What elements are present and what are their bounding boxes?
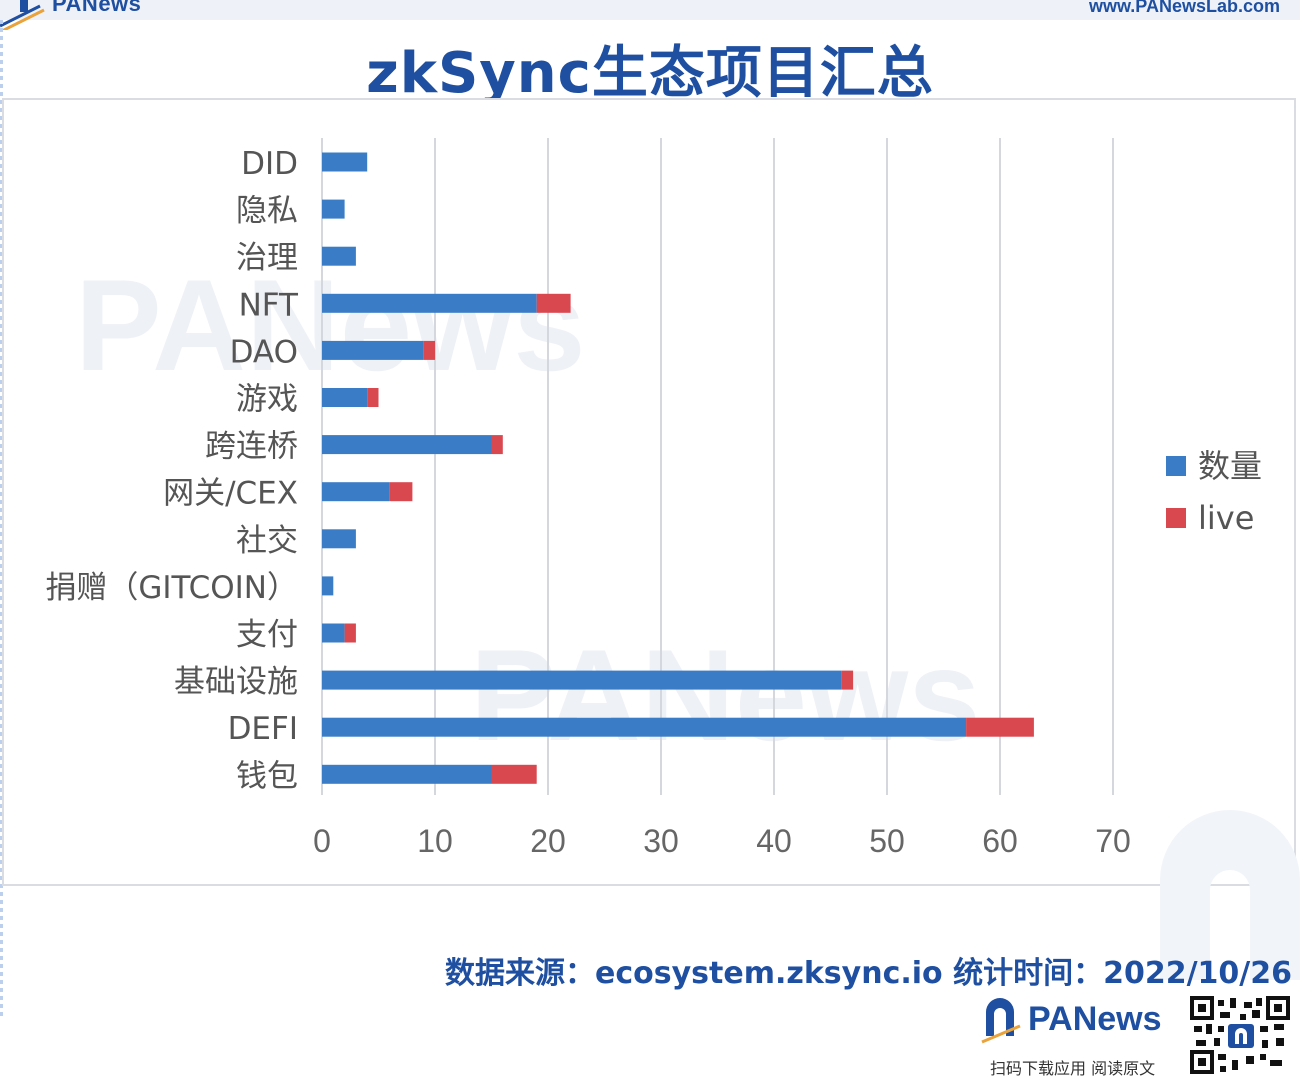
- data-source-note: 数据来源：ecosystem.zksync.io 统计时间：2022/10/26: [445, 956, 1292, 991]
- page-title: zkSync生态项目汇总: [366, 41, 934, 106]
- x-tick-label: 50: [869, 823, 905, 859]
- bar-count: [322, 576, 334, 596]
- category-label: 支付: [236, 617, 298, 653]
- bar-live: [367, 388, 379, 407]
- legend-label: live: [1198, 499, 1254, 537]
- category-label: 隐私: [236, 193, 298, 229]
- x-tick-label: 10: [417, 823, 453, 859]
- watermarks: PANews PANews: [75, 252, 1300, 980]
- legend-swatch: [1166, 456, 1186, 476]
- bar-live: [536, 293, 571, 313]
- bar-live: [491, 764, 537, 784]
- bar-count: [322, 670, 842, 690]
- bar-live: [841, 670, 854, 690]
- bar-count: [322, 340, 424, 360]
- bar-live: [491, 435, 503, 455]
- panews-logo-icon: [981, 998, 1021, 1044]
- top-url[interactable]: www.PANewsLab.com: [1088, 0, 1280, 16]
- category-label: DEFI: [228, 711, 298, 747]
- bar-count: [322, 152, 368, 172]
- bar-count: [322, 388, 368, 407]
- bar-count: [322, 293, 537, 313]
- chart-frame: [2, 98, 1296, 886]
- brand-logo: PANews: [980, 996, 1180, 1046]
- qr-code-icon[interactable]: [1190, 996, 1290, 1074]
- top-logo-text: PANews: [52, 0, 142, 16]
- bar-count: [322, 623, 345, 643]
- bar-live: [423, 340, 435, 360]
- category-label: 跨连桥: [205, 429, 298, 465]
- bar-live: [389, 482, 413, 502]
- x-tick-labels: 0 10 20 30 40 50 60 70: [313, 823, 1131, 859]
- x-tick-label: 60: [982, 823, 1018, 859]
- bar-live: [966, 717, 1034, 737]
- bar-count: [322, 482, 390, 502]
- category-label: 钱包: [236, 758, 298, 794]
- chart-bars: [322, 152, 1034, 784]
- category-label: NFT: [239, 287, 299, 323]
- brand-name: PANews: [1028, 1000, 1162, 1038]
- x-tick-label: 30: [643, 823, 679, 859]
- bar-count: [322, 764, 492, 784]
- watermark-arch-icon: [1160, 810, 1300, 980]
- legend: 数量 live: [1166, 447, 1262, 537]
- bar-count: [322, 435, 492, 455]
- category-label: 网关/CEX: [163, 476, 298, 512]
- bar-count: [322, 246, 356, 266]
- bar-count: [322, 717, 967, 737]
- x-tick-label: 70: [1095, 823, 1131, 859]
- x-tick-label: 20: [530, 823, 566, 859]
- left-dotted-border: [0, 20, 3, 1020]
- legend-label: 数量: [1198, 447, 1262, 485]
- bar-live: [344, 623, 356, 643]
- brand-caption: 扫码下载应用 阅读原文: [990, 1059, 1156, 1078]
- top-bar: PANews www.PANewsLab.com: [0, 0, 1300, 30]
- legend-swatch: [1166, 508, 1186, 528]
- category-label: 治理: [236, 240, 298, 276]
- bar-count: [322, 199, 345, 219]
- category-label: DID: [241, 146, 298, 182]
- logo-stripes-icon: [0, 0, 45, 30]
- category-label: 游戏: [236, 382, 298, 418]
- watermark-text: PANews: [75, 252, 586, 398]
- bar-count: [322, 529, 356, 549]
- watermark-text: PANews: [470, 622, 981, 768]
- category-label: DAO: [230, 334, 298, 370]
- x-tick-label: 40: [756, 823, 792, 859]
- category-label: 基础设施: [174, 664, 298, 700]
- category-label: 捐赠（GITCOIN）: [45, 570, 298, 606]
- x-tick-label: 0: [313, 823, 331, 859]
- category-label: 社交: [236, 523, 298, 559]
